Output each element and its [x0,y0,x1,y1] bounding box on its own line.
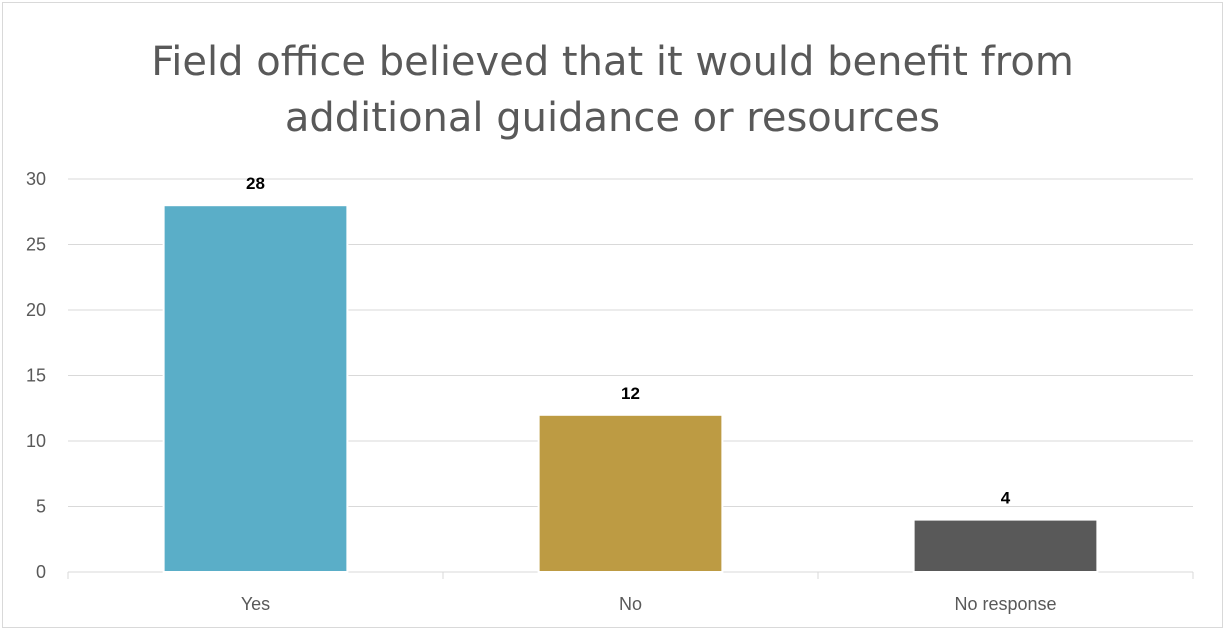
data-label: 28 [246,174,265,193]
bar [537,413,724,573]
y-tick-label: 10 [26,431,46,451]
data-label: 4 [1001,489,1011,508]
x-category-label: Yes [241,594,270,614]
y-tick-label: 0 [36,562,46,582]
y-tick-label: 30 [26,169,46,189]
data-label: 12 [621,384,640,403]
x-category-label: No response [954,594,1056,614]
chart-title: Field office believed that it would bene… [0,34,1225,146]
y-tick-label: 5 [36,497,46,517]
bar [162,204,349,573]
y-tick-label: 15 [26,366,46,386]
x-category-label: No [619,594,642,614]
bar [912,518,1099,573]
y-tick-label: 20 [26,300,46,320]
chart-title-line-2: additional guidance or resources [284,95,941,141]
y-tick-label: 25 [26,235,46,255]
chart-title-line-1: Field office believed that it would bene… [151,39,1074,85]
